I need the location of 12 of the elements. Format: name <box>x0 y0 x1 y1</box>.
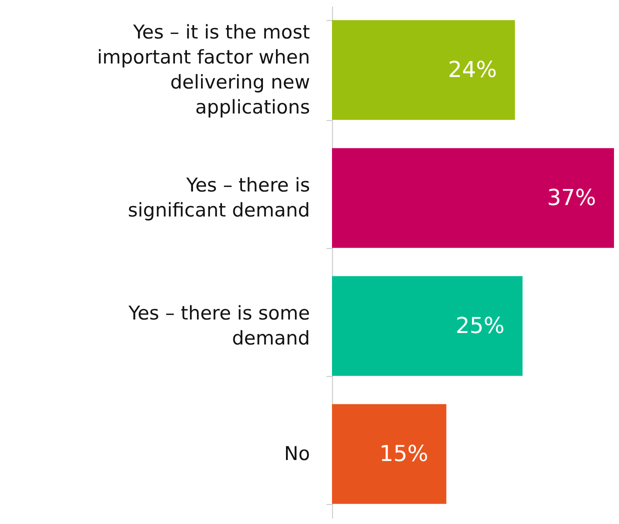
bar <box>332 276 523 376</box>
data-label: 25% <box>456 314 505 339</box>
y-tick-label: Yes – there is some demand <box>128 302 310 350</box>
bar <box>332 20 515 120</box>
y-tick-label: No <box>284 443 310 465</box>
data-label: 24% <box>448 58 497 83</box>
data-label: 15% <box>379 442 428 467</box>
y-tick-label: Yes – it is the most important factor when delivering new applications <box>97 22 310 118</box>
bar <box>332 404 446 504</box>
data-label: 37% <box>547 186 596 211</box>
y-tick-label: Yes – there is significant demand <box>128 174 310 222</box>
bar <box>332 148 614 248</box>
